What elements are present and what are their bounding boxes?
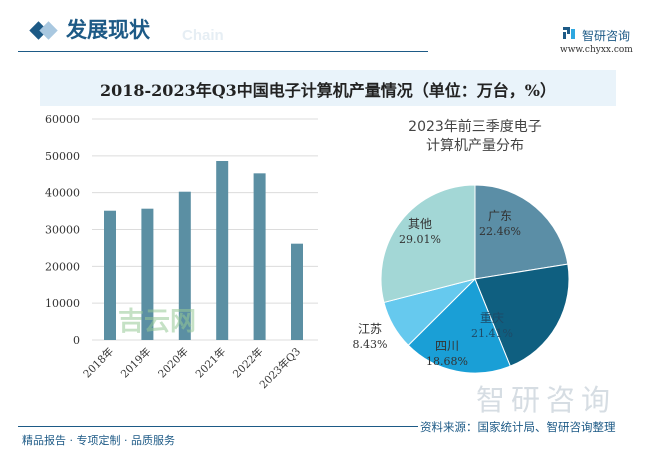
x-tick-label: 2021年 [193,345,229,381]
x-tick-label: 2018年 [81,345,117,381]
pie-title: 2023年前三季度电子 计算机产量分布 [360,118,590,156]
pie-value-label: 21.41% [471,327,513,340]
y-tick-label: 30000 [45,224,80,237]
bar-2019年 [141,208,154,340]
footer-source: 资料来源：国家统计局、智研咨询整理 [420,420,616,434]
bar-2022年 [253,173,266,340]
brand-logo-icon [563,27,575,39]
bar-2018年 [104,210,116,340]
bar-2020年 [178,191,191,340]
watermark-jiyun: 吉云网 [118,307,197,337]
section-title: 发展现状 [66,17,150,42]
y-tick-label: 40000 [45,187,80,200]
pie-label: 重庆 [480,311,504,325]
pie-value-label: 18.68% [426,355,468,368]
footer-slogan: 精品报告 · 专项定制 · 品质服务 [22,434,175,447]
pie-chart: 广东 22.46% 重庆 21.41% 四川 18.68% 江苏 8.43% 其他 29.01% [353,184,570,374]
pie-slice-其他 [380,184,476,304]
header-subtitle-en: Chain [182,27,224,44]
pie-label: 江苏 [358,322,382,336]
x-tick-label: 2022年 [230,345,266,381]
pie-value-label: 22.46% [479,225,521,238]
watermark-brand: 智研咨询 [476,383,617,417]
header-divider [18,51,428,52]
pie-value-label: 8.43% [353,338,388,351]
x-tick-label: 2023年Q3 [257,345,303,391]
pie-title-text: 2023年前三季度电子 计算机产量分布 [408,119,542,154]
y-tick-label: 50000 [45,150,80,163]
y-tick-label: 0 [73,334,80,347]
pie-value-label: 29.01% [399,233,441,246]
bar-chart: 0 10000 20000 30000 40000 50000 60000 2018年 2019… [45,113,318,391]
footer-divider [18,426,418,427]
pie-slice-广东 [474,184,569,280]
chart-title: 2018-2023年Q3中国电子计算机产量情况（单位：万台，%） [100,81,556,100]
title-band [40,70,616,106]
y-tick-label: 10000 [45,297,80,310]
pie-label: 广东 [488,209,512,223]
pie-label: 四川 [435,339,459,353]
brand-logo-text: 智研咨询 [582,29,631,43]
bar-2021年 [216,160,229,340]
pie-slice-重庆 [474,263,570,367]
bar-2023年Q3 [291,243,303,340]
y-tick-label: 20000 [45,260,80,273]
y-tick-label: 60000 [45,113,80,126]
pie-label: 其他 [408,217,432,231]
x-tick-label: 2020年 [155,345,191,381]
brand-url: www.chyxx.com [560,45,633,55]
x-tick-label: 2019年 [118,345,154,381]
pie-slice-四川 [407,278,511,374]
